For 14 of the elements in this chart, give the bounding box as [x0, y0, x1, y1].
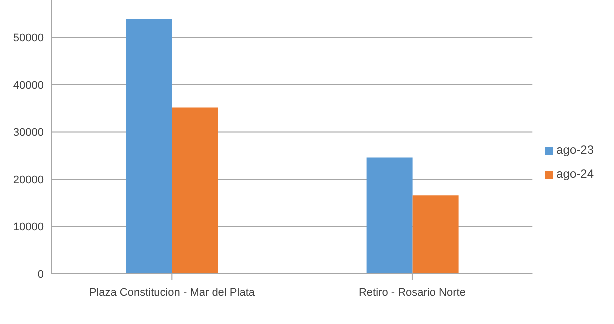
y-tick-label: 20000	[13, 174, 44, 186]
y-tick-label: 10000	[13, 222, 44, 234]
legend-label: ago-24	[556, 167, 594, 181]
y-tick-label: 40000	[13, 80, 44, 92]
y-tick-label: 0	[38, 268, 44, 281]
bar	[366, 158, 413, 274]
bar	[126, 19, 172, 274]
bar	[172, 108, 218, 274]
y-tick-label: 30000	[13, 127, 44, 140]
y-tick-label: 50000	[13, 32, 44, 45]
x-tick-label: Retiro - Rosario Norte	[358, 286, 466, 299]
x-tick-label: Plaza Constitucion - Mar del Plata	[89, 286, 256, 299]
bar	[412, 196, 459, 274]
legend-label: ago-23	[556, 143, 594, 157]
